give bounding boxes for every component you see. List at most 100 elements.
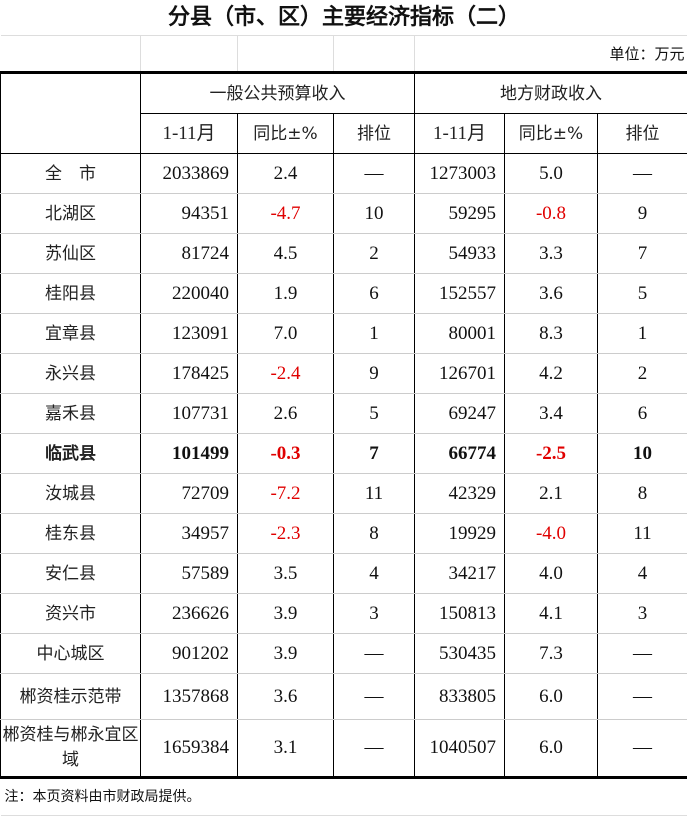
cell-p2: 3.6 <box>504 273 598 314</box>
row-label: 安仁县 <box>0 553 141 594</box>
cell-p1: -2.4 <box>237 353 334 394</box>
row-label: 汝城县 <box>0 473 141 514</box>
table-row: 嘉禾县 107731 2.6 5 69247 3.4 6 <box>0 393 687 434</box>
cell-p2: -4.0 <box>504 513 598 554</box>
cell-p1: -0.3 <box>237 433 334 474</box>
cell-v2: 80001 <box>414 313 505 354</box>
cell-p2: 3.4 <box>504 393 598 434</box>
cell-r1: 4 <box>333 553 415 594</box>
cell-r1: 2 <box>333 233 415 274</box>
cell-p1: -2.3 <box>237 513 334 554</box>
cell-r1: — <box>333 673 415 720</box>
row-label: 资兴市 <box>0 593 141 634</box>
cell-v1: 123091 <box>140 313 238 354</box>
cell-v1: 901202 <box>140 633 238 674</box>
table-row: 郴资桂与郴永宜区域 1659384 3.1—1040507 6.0— <box>0 719 687 779</box>
table-row: 永兴县 178425 -2.4 9 126701 4.2 2 <box>0 353 687 394</box>
cell-v1: 107731 <box>140 393 238 434</box>
cell-r2: — <box>596 673 687 720</box>
cell-r2: 6 <box>596 393 687 434</box>
cell-r1: 9 <box>333 353 415 394</box>
row-label: 苏仙区 <box>0 233 141 274</box>
row-label: 嘉禾县 <box>0 393 141 434</box>
cell-r2: — <box>596 153 687 194</box>
cell-r1: — <box>333 719 415 779</box>
cell-p1: 2.4 <box>237 153 334 194</box>
cell-v2: 42329 <box>414 473 505 514</box>
cell-v1: 2033869 <box>140 153 238 194</box>
cell-r2: 5 <box>596 273 687 314</box>
cell-v1: 72709 <box>140 473 238 514</box>
row-label: 永兴县 <box>0 353 141 394</box>
table-row: 中心城区 901202 3.9—530435 7.3— <box>0 633 687 674</box>
cell-r2: 9 <box>596 193 687 234</box>
cell-p2: -0.8 <box>504 193 598 234</box>
cell-p2: 8.3 <box>504 313 598 354</box>
cell-r1: — <box>333 153 415 194</box>
cell-v2: 1273003 <box>414 153 505 194</box>
cell-r1: 8 <box>333 513 415 554</box>
cell-p1: 3.1 <box>237 719 334 779</box>
cell-r2: 2 <box>596 353 687 394</box>
table-row: 全 市 2033869 2.4—1273003 5.0— <box>0 153 687 194</box>
cell-v2: 54933 <box>414 233 505 274</box>
table-row: 汝城县 72709 -7.2 11 42329 2.1 8 <box>0 473 687 514</box>
cell-p1: 3.9 <box>237 633 334 674</box>
cell-p2: 2.1 <box>504 473 598 514</box>
cell-v2: 126701 <box>414 353 505 394</box>
cell-r1: 7 <box>333 433 415 474</box>
cell-v2: 59295 <box>414 193 505 234</box>
col-header: 排位 <box>333 113 415 154</box>
cell-r2: — <box>596 719 687 779</box>
cell-p1: -4.7 <box>237 193 334 234</box>
table-row: 北湖区 94351 -4.7 10 59295 -0.8 9 <box>0 193 687 234</box>
unit-label: 单位：万元 <box>609 44 685 63</box>
cell-v1: 178425 <box>140 353 238 394</box>
cell-v2: 150813 <box>414 593 505 634</box>
cell-r2: 11 <box>596 513 687 554</box>
cell-v2: 66774 <box>414 433 505 474</box>
row-label: 全 市 <box>0 153 141 194</box>
col-header: 1-11月 <box>140 113 238 154</box>
cell-v1: 81724 <box>140 233 238 274</box>
cell-r1: 10 <box>333 193 415 234</box>
cell-v2: 34217 <box>414 553 505 594</box>
cell-v2: 1040507 <box>414 719 505 779</box>
cell-p2: 5.0 <box>504 153 598 194</box>
cell-r2: 7 <box>596 233 687 274</box>
cell-p2: 4.0 <box>504 553 598 594</box>
row-label: 北湖区 <box>0 193 141 234</box>
cell-v1: 236626 <box>140 593 238 634</box>
col-header: 同比±% <box>504 113 598 154</box>
cell-r2: 10 <box>596 433 687 474</box>
cell-p2: 4.2 <box>504 353 598 394</box>
col-header: 排位 <box>596 113 687 154</box>
table-row: 郴资桂示范带 1357868 3.6—833805 6.0— <box>0 673 687 720</box>
row-label: 郴资桂与郴永宜区域 <box>0 719 141 779</box>
row-label: 郴资桂示范带 <box>0 673 141 720</box>
cell-p2: -2.5 <box>504 433 598 474</box>
cell-v2: 152557 <box>414 273 505 314</box>
cell-r1: 5 <box>333 393 415 434</box>
table-row: 安仁县 57589 3.5 4 34217 4.0 4 <box>0 553 687 594</box>
col-header: 1-11月 <box>414 113 505 154</box>
cell-p2: 3.3 <box>504 233 598 274</box>
cell-v2: 69247 <box>414 393 505 434</box>
cell-v2: 833805 <box>414 673 505 720</box>
table-row: 宜章县 123091 7.0 1 80001 8.3 1 <box>0 313 687 354</box>
cell-p1: 2.6 <box>237 393 334 434</box>
row-label: 桂东县 <box>0 513 141 554</box>
cell-r2: 4 <box>596 553 687 594</box>
cell-v1: 34957 <box>140 513 238 554</box>
row-label: 宜章县 <box>0 313 141 354</box>
col-header: 同比±% <box>237 113 334 154</box>
footnote: 注：本页资料由市财政局提供。 <box>0 777 687 816</box>
cell-r2: 1 <box>596 313 687 354</box>
cell-p1: 7.0 <box>237 313 334 354</box>
cell-p1: 3.9 <box>237 593 334 634</box>
row-label: 桂阳县 <box>0 273 141 314</box>
cell-p1: 4.5 <box>237 233 334 274</box>
cell-p1: 3.6 <box>237 673 334 720</box>
